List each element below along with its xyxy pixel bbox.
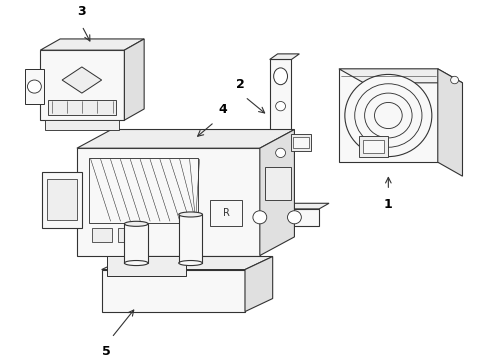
Polygon shape [77,148,259,256]
Circle shape [252,211,266,224]
Polygon shape [240,203,328,209]
Polygon shape [45,120,119,130]
Polygon shape [210,199,242,226]
Ellipse shape [124,261,148,266]
Polygon shape [179,215,202,263]
Polygon shape [42,171,81,228]
Polygon shape [338,69,462,83]
Text: 2: 2 [235,78,244,91]
Bar [92,228,111,243]
Polygon shape [259,130,294,256]
Polygon shape [269,54,299,59]
Polygon shape [124,39,144,120]
Text: 5: 5 [102,345,111,358]
Polygon shape [338,69,437,162]
Polygon shape [437,69,462,176]
Polygon shape [47,179,77,220]
Text: 1: 1 [383,198,392,211]
Polygon shape [264,167,291,199]
Polygon shape [77,130,294,148]
Polygon shape [124,224,148,263]
Polygon shape [358,136,387,157]
Text: 4: 4 [218,103,226,116]
Ellipse shape [273,68,287,85]
Text: R: R [223,208,229,217]
Circle shape [275,148,285,158]
Polygon shape [102,256,272,270]
Polygon shape [293,137,308,148]
Circle shape [344,75,431,157]
Text: 3: 3 [78,5,86,18]
Polygon shape [41,50,124,120]
Polygon shape [89,158,197,223]
Polygon shape [102,270,244,312]
Circle shape [450,76,458,84]
Polygon shape [106,256,185,276]
Polygon shape [244,256,272,312]
Polygon shape [291,134,310,151]
Polygon shape [24,69,44,104]
Circle shape [275,102,285,111]
Circle shape [275,185,285,195]
Circle shape [27,80,41,93]
Polygon shape [269,59,291,209]
Polygon shape [240,209,319,226]
Polygon shape [41,39,144,50]
Ellipse shape [179,212,202,217]
Ellipse shape [124,221,148,226]
Polygon shape [362,140,384,153]
Polygon shape [62,67,102,93]
Ellipse shape [179,261,202,266]
Polygon shape [48,100,116,114]
Circle shape [287,211,301,224]
Bar [118,228,138,243]
